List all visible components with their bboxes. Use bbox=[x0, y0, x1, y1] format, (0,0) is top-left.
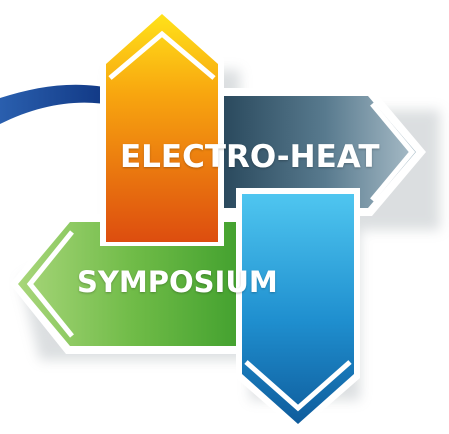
swoosh-shape bbox=[0, 84, 118, 124]
logo-line-electro-heat: ELECTRO-HEAT bbox=[120, 139, 380, 175]
green-arrow bbox=[18, 222, 252, 346]
logo-line-symposium: SYMPOSIUM bbox=[77, 265, 278, 299]
green-arrow-chevron bbox=[26, 230, 74, 338]
orange-arrow bbox=[106, 14, 218, 242]
blue-arrow bbox=[242, 194, 354, 424]
slate-arrow bbox=[214, 96, 416, 208]
blue-arrow-chevron bbox=[244, 360, 352, 412]
orange-arrow-chevron bbox=[108, 30, 216, 80]
slate-arrow-chevron bbox=[370, 102, 416, 202]
